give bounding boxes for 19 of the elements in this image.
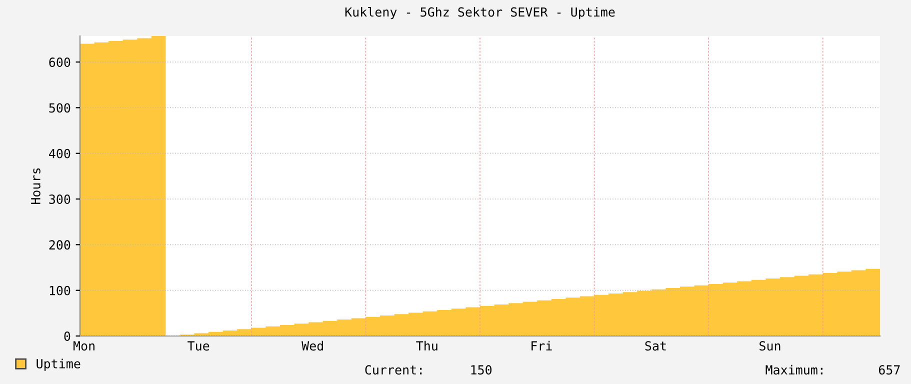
y-tick-label: 500	[49, 103, 70, 113]
y-tick-label: 200	[49, 240, 70, 250]
x-tick-label: Tue	[188, 341, 210, 351]
x-tick-label: Sat	[645, 341, 666, 351]
x-tick-label: Mon	[74, 341, 94, 351]
y-tick-label: 300	[49, 194, 70, 204]
y-tick-label: 100	[50, 286, 70, 296]
y-tick-label: 400	[49, 148, 70, 158]
x-tick-label: Sun	[760, 341, 780, 351]
y-tick-label: 600	[49, 58, 70, 67]
text: Maximum: 657	[766, 364, 900, 375]
x-tick-label: Thu	[416, 340, 438, 351]
x-tick-label: Wed	[302, 340, 323, 351]
x-tick-label: Fri	[532, 340, 552, 350]
text: Current: 150	[365, 365, 492, 375]
legend-label: Uptime	[36, 358, 80, 371]
chart-title: Kukleny - 5Ghz Sektor SEVER - Uptime	[345, 6, 615, 20]
y-axis-title: Hours	[31, 168, 40, 204]
y-tick-label: 0	[64, 332, 70, 341]
